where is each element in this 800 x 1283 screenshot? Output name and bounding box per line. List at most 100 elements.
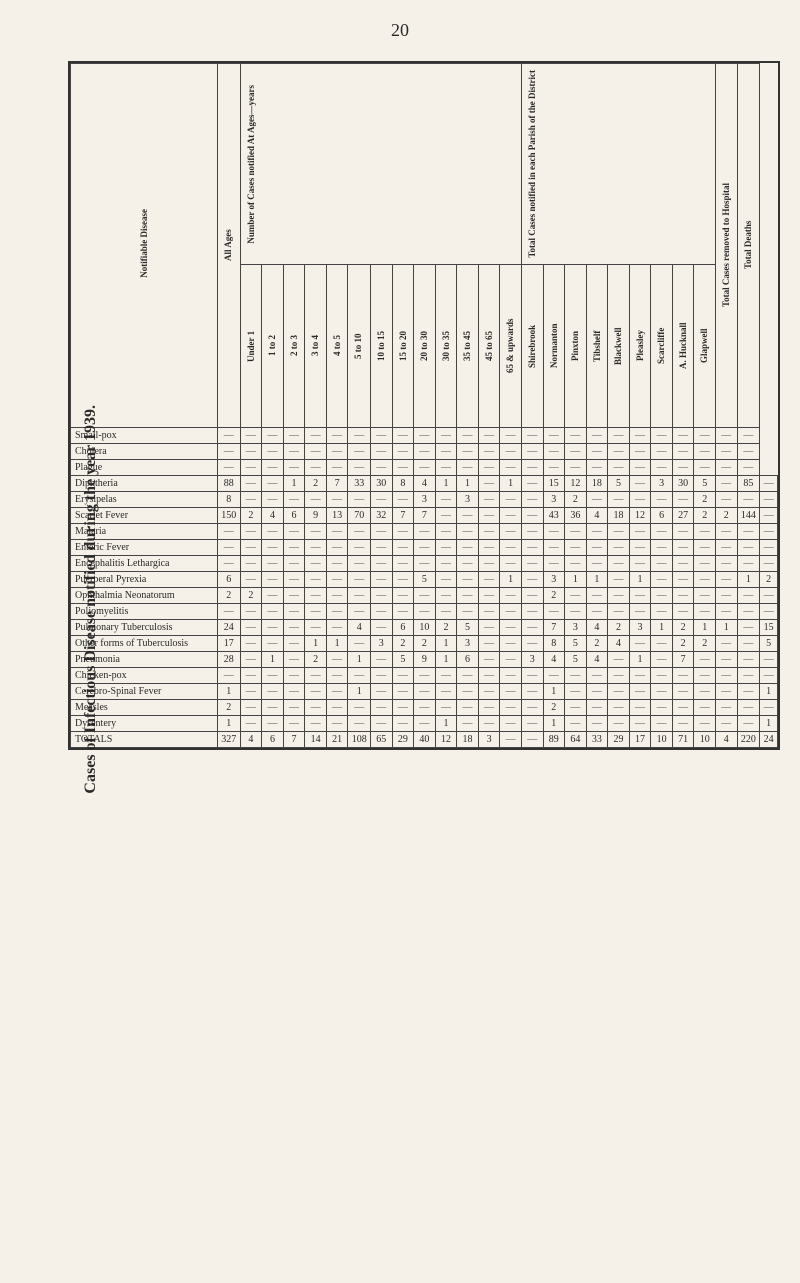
cell: 1 <box>435 635 457 651</box>
cell: — <box>760 475 778 491</box>
cell: 2 <box>694 507 716 523</box>
cell: — <box>283 603 305 619</box>
col-45-65: 45 to 65 <box>478 264 500 427</box>
cell: — <box>694 427 716 443</box>
cell: — <box>262 491 284 507</box>
cell: — <box>283 683 305 699</box>
cell: 2 <box>694 491 716 507</box>
cell: — <box>500 603 522 619</box>
col-disease: Notifiable Disease <box>71 64 218 428</box>
cell: — <box>371 523 393 539</box>
totals-cell: 14 <box>305 731 327 747</box>
cell: — <box>760 651 778 667</box>
cell: 1 <box>651 619 673 635</box>
cell: — <box>651 651 673 667</box>
cell: 33 <box>348 475 371 491</box>
cell: 1 <box>500 475 522 491</box>
cell: — <box>672 555 694 571</box>
cell: 7 <box>672 651 694 667</box>
col-10-15: 10 to 15 <box>371 264 393 427</box>
cell: — <box>672 587 694 603</box>
cell: 2 <box>543 587 565 603</box>
cell: — <box>262 459 284 475</box>
cell: — <box>608 715 630 731</box>
totals-cell: — <box>500 731 522 747</box>
cell: — <box>326 459 348 475</box>
cell: 2 <box>305 475 327 491</box>
cell: — <box>716 459 738 475</box>
table-row: Scarlet Fever150246913703277—————4336418… <box>71 507 778 523</box>
cell: — <box>565 667 587 683</box>
cell: — <box>262 475 284 491</box>
cell: 15 <box>760 619 778 635</box>
totals-cell: 327 <box>218 731 241 747</box>
cell: 6 <box>283 507 305 523</box>
totals-cell: 17 <box>629 731 651 747</box>
cell: — <box>371 619 393 635</box>
cell: 8 <box>543 635 565 651</box>
cell: 4 <box>586 619 608 635</box>
table-row: Poliomyelitis—————————————————————————— <box>71 603 778 619</box>
cell: — <box>371 603 393 619</box>
col-4-5: 4 to 5 <box>326 264 348 427</box>
cell: 7 <box>326 475 348 491</box>
cell: — <box>629 683 651 699</box>
cell: — <box>543 667 565 683</box>
cell: — <box>283 619 305 635</box>
cell: — <box>565 539 587 555</box>
cell: — <box>218 667 241 683</box>
cell: — <box>737 443 760 459</box>
cell: — <box>348 699 371 715</box>
cell: 1 <box>435 475 457 491</box>
cell: — <box>651 443 673 459</box>
cell: — <box>435 699 457 715</box>
cell: 3 <box>543 571 565 587</box>
cell: 1 <box>348 683 371 699</box>
cell: — <box>240 427 262 443</box>
cell: — <box>737 635 760 651</box>
cell: 2 <box>608 619 630 635</box>
cell: 15 <box>543 475 565 491</box>
cell: — <box>305 683 327 699</box>
cell: 5 <box>392 651 414 667</box>
cell: — <box>521 459 543 475</box>
cell: — <box>608 571 630 587</box>
cell: — <box>478 715 500 731</box>
cell: — <box>737 667 760 683</box>
cell: — <box>457 427 479 443</box>
cell: 7 <box>414 507 436 523</box>
cell: — <box>586 443 608 459</box>
col-tibshelf: Tibshelf <box>586 264 608 427</box>
cell: 2 <box>414 635 436 651</box>
cell: — <box>629 555 651 571</box>
table-title: Cases of Infectious Disease notified dur… <box>82 405 100 794</box>
cell: 4 <box>586 651 608 667</box>
cell: — <box>521 715 543 731</box>
cell: — <box>371 491 393 507</box>
totals-row: TOTALS327467142110865294012183——89643329… <box>71 731 778 747</box>
cell: — <box>629 443 651 459</box>
cell: — <box>240 555 262 571</box>
cell: — <box>392 587 414 603</box>
cell: — <box>521 571 543 587</box>
cell: — <box>283 427 305 443</box>
cell: — <box>240 459 262 475</box>
cell: — <box>283 459 305 475</box>
cell: — <box>737 603 760 619</box>
cell: — <box>457 539 479 555</box>
cell: 3 <box>629 619 651 635</box>
cell: — <box>326 539 348 555</box>
cell: 3 <box>521 651 543 667</box>
cell: — <box>283 651 305 667</box>
cell: — <box>326 523 348 539</box>
cell: — <box>760 603 778 619</box>
cell: 1 <box>348 651 371 667</box>
cell: — <box>457 667 479 683</box>
table-row: Measles2——————————————2—————————— <box>71 699 778 715</box>
cell: — <box>694 571 716 587</box>
cell: — <box>760 667 778 683</box>
cell: — <box>543 427 565 443</box>
cell: — <box>478 555 500 571</box>
cell: — <box>262 699 284 715</box>
cell: — <box>586 667 608 683</box>
